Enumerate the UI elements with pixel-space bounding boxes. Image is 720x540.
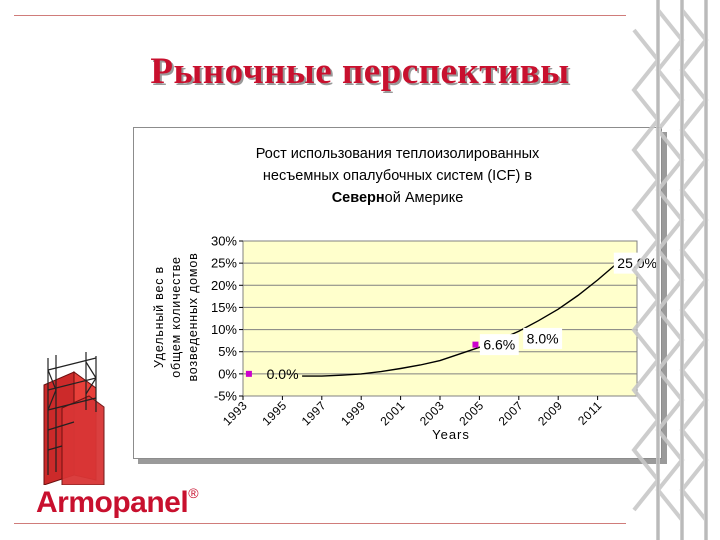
- series-line: [302, 262, 618, 377]
- y-tick-label: 5%: [218, 344, 237, 359]
- y-tick-label: -5%: [214, 389, 238, 404]
- chart-title-line-3-rest: ой Америке: [384, 190, 464, 206]
- x-tick-labels: 1993 1995 1997 1999 2001 2003 2005 2007 2009 2011: [220, 398, 605, 428]
- y-tick-labels: -5% 0% 5% 10% 15% 20% 25% 30%: [211, 234, 237, 404]
- data-labels: 0.0%6.6% 8.0%25.0%: [267, 252, 660, 382]
- brand-logo: Armopanel®: [36, 485, 199, 520]
- slide-title: Рыночные перспективы: [150, 51, 570, 92]
- x-tick-label: 2003: [417, 398, 447, 428]
- bottom-divider: [14, 523, 626, 524]
- grid-lines: [239, 240, 637, 400]
- x-tick-label: 2009: [535, 398, 565, 428]
- markers: [245, 341, 479, 377]
- armopanel-logo-icon: [43, 352, 105, 485]
- line-chart: -5%0%5%10%15%20%25%30% 1993 1995 1997 1999 2…: [152, 234, 660, 442]
- y-tick-label: 20%: [211, 278, 237, 293]
- registered-mark: ®: [188, 485, 199, 501]
- x-tick-label: 2001: [378, 398, 408, 428]
- y-axis-label-line-1: Удельный вес в: [152, 266, 166, 368]
- x-tick-label: 2005: [456, 398, 486, 428]
- x-tick-label: 1997: [299, 398, 329, 428]
- data-label-text: 0.0%: [267, 366, 299, 382]
- chart-title-line-1: Рост использования теплоизолированных: [255, 146, 540, 162]
- y-tick-label: 25%: [211, 256, 237, 271]
- x-tick-label: 1995: [259, 398, 289, 428]
- y-tick-label: 15%: [211, 300, 237, 315]
- data-point-marker: [245, 370, 252, 377]
- y-axis-label-line-2: общем количестве: [169, 256, 183, 378]
- y-tick-label: 30%: [211, 234, 237, 249]
- y-tick-label: 10%: [211, 322, 237, 337]
- chart-title-line-3-bold: Северн: [331, 190, 385, 206]
- chart-title-line-3: Северной Америке: [134, 187, 661, 209]
- data-label-box: [523, 327, 563, 349]
- data-label-text: 6.6%: [483, 337, 515, 353]
- data-point-marker: [472, 341, 479, 348]
- brand-name: Armopanel: [36, 486, 189, 519]
- x-tick-label: 1999: [338, 398, 368, 428]
- chart-title: Рост использования теплоизолированных не…: [134, 143, 661, 209]
- y-axis-label: Удельный вес в общем количестве возведен…: [152, 252, 200, 381]
- y-axis-label-line-3: возведенных домов: [186, 252, 200, 381]
- x-tick-label: 2007: [496, 398, 526, 428]
- x-tick-label: 2011: [575, 398, 605, 428]
- data-label: 6.6%: [479, 334, 519, 356]
- plot-area: [242, 240, 638, 397]
- top-divider: [14, 15, 626, 16]
- data-label-text: 8.0%: [527, 330, 559, 346]
- data-label-box: [479, 334, 519, 356]
- x-axis-label: Years: [432, 427, 470, 442]
- y-tick-label: 0%: [218, 366, 237, 381]
- data-label: 8.0%: [523, 327, 563, 349]
- lattice-decoration: [631, 0, 709, 540]
- data-label: 0.0%: [267, 366, 299, 382]
- chart-title-line-2: несъемных опалубочных систем (ICF) в: [262, 168, 533, 184]
